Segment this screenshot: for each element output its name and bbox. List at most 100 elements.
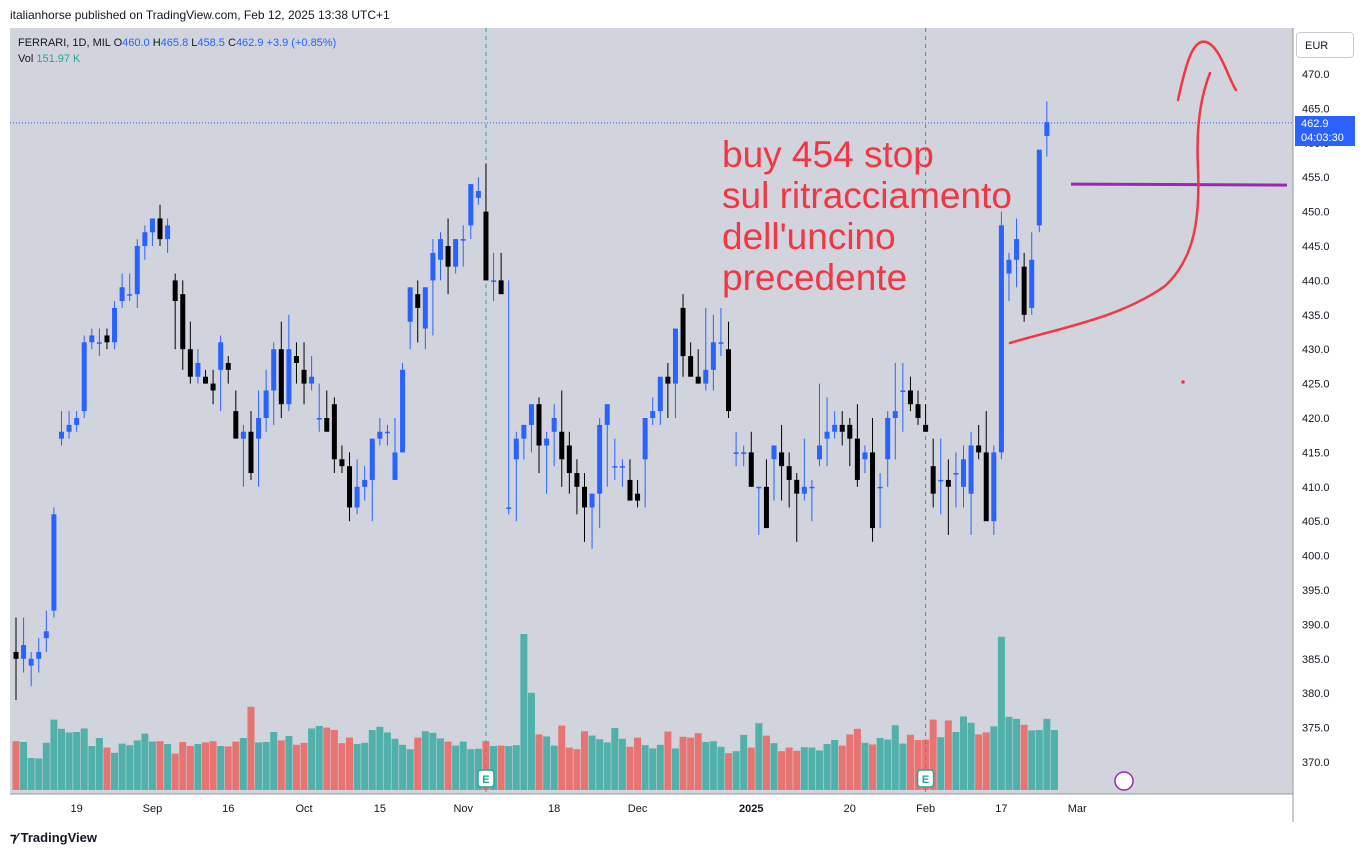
close-label: C (227, 37, 236, 49)
volume-bar (1013, 718, 1021, 790)
candle-body (430, 252, 436, 281)
candle-body (1014, 239, 1020, 260)
volume-bar (831, 740, 839, 790)
candle-body (839, 424, 845, 432)
volume-bar (649, 748, 657, 790)
volume-bar (717, 746, 725, 790)
candle-body (915, 404, 921, 418)
y-tick-label: 455.0 (1302, 172, 1330, 184)
candle-body (66, 424, 72, 432)
earnings-marker[interactable] (477, 769, 495, 788)
volume-bar (990, 726, 998, 790)
earnings-marker[interactable] (916, 769, 935, 788)
volume-bar (543, 736, 551, 790)
volume-bar (1050, 730, 1058, 790)
volume-bar (421, 731, 429, 790)
volume-label[interactable]: Vol (18, 53, 34, 65)
symbol-info[interactable]: FERRARI, 1D, MIL (18, 37, 111, 49)
volume-bar (300, 742, 308, 790)
volume-bar (815, 750, 823, 790)
candle-body (741, 452, 747, 454)
candle-body (801, 486, 807, 494)
annotation-line: precedente (722, 257, 908, 298)
volume-bar (368, 730, 376, 790)
volume-bar (520, 634, 528, 790)
candle-body (96, 342, 102, 344)
candle-body (710, 342, 716, 370)
volume-bar (285, 736, 293, 790)
y-tick-label: 395.0 (1302, 585, 1330, 597)
y-tick-label: 415.0 (1302, 447, 1330, 459)
y-tick-label: 410.0 (1302, 482, 1330, 494)
volume-bar (512, 745, 520, 790)
candle-body (824, 431, 830, 439)
candle-body (665, 376, 671, 384)
volume-bar (103, 747, 111, 790)
volume-bar (164, 744, 172, 790)
volume-bar (111, 752, 119, 790)
candle-body (172, 280, 178, 302)
volume-bar (838, 745, 846, 790)
candle-body (51, 514, 57, 611)
price-chart[interactable]: 370.0 375.0 380.0 385.0 390.0 395.0 400.0 405.0… (0, 28, 1369, 822)
candle-body (854, 438, 860, 480)
candle-body (961, 459, 966, 487)
currency-selector[interactable]: EUR (1296, 32, 1354, 58)
x-tick-label: 19 (71, 803, 83, 815)
volume-bar (429, 732, 437, 790)
candle-body (112, 307, 118, 343)
volume-bar (1035, 730, 1043, 790)
volume-bar (57, 728, 65, 790)
open-label: O (113, 37, 123, 49)
volume-bar (361, 742, 369, 790)
volume-bar (73, 732, 81, 790)
brand-name: TradingView (20, 830, 97, 845)
close-value: 462.9 (235, 37, 264, 49)
event-flag-icon[interactable] (1114, 771, 1134, 791)
volume-bar (436, 738, 444, 790)
x-tick-label: 2025 (739, 803, 763, 815)
candle-body (301, 369, 307, 384)
candle-body (983, 452, 989, 522)
candle-body (604, 404, 610, 425)
volume-bar (869, 744, 877, 790)
price-axis[interactable] (1293, 28, 1369, 822)
trade-note-annotation[interactable]: buy 454 stop sul ritracciamento dell'unc… (722, 134, 1012, 298)
candle-body (832, 424, 838, 432)
plot-area[interactable] (10, 28, 1293, 794)
volume-bar (914, 740, 922, 790)
volume-bar (626, 746, 634, 790)
candle-body (688, 356, 694, 377)
low-label: L (191, 37, 198, 49)
tradingview-logo[interactable]: ⁊∕ TradingView (10, 830, 97, 846)
candle-body (460, 239, 466, 241)
candle-body (506, 507, 512, 509)
candle-body (28, 658, 34, 666)
candle-body (453, 239, 459, 267)
candle-body (771, 445, 777, 460)
volume-bar (694, 733, 702, 790)
volume-bar (391, 738, 399, 790)
volume-bar (35, 758, 43, 790)
candle-body (240, 431, 246, 439)
candle-body (81, 342, 87, 412)
y-tick-label: 400.0 (1302, 551, 1330, 563)
y-tick-label: 465.0 (1302, 103, 1330, 115)
volume-bar (156, 741, 164, 790)
volume-bar (133, 740, 141, 790)
volume-bar (27, 758, 35, 790)
volume-bar (899, 743, 907, 790)
candle-body (392, 452, 398, 480)
candle-body (43, 631, 49, 639)
volume-bar (239, 738, 247, 790)
hand-drawn-arrow[interactable] (1008, 40, 1238, 345)
volume-bar (315, 726, 323, 790)
candle-body (445, 246, 451, 267)
volume-bar (1028, 730, 1036, 790)
time-axis[interactable] (10, 794, 1293, 822)
price-level-line[interactable] (1070, 182, 1288, 187)
volume-bar (399, 744, 407, 790)
candle-body (619, 466, 625, 468)
volume-bar (558, 725, 566, 790)
y-tick-label: 430.0 (1302, 344, 1330, 356)
